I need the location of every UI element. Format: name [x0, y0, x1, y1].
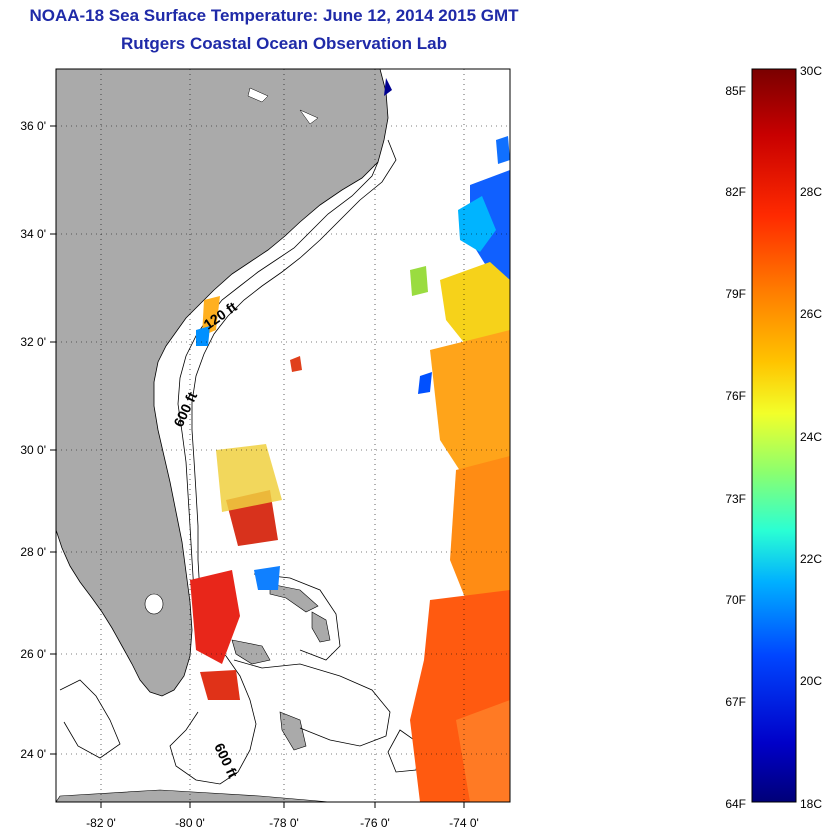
c-label: 22C: [800, 552, 822, 566]
bahamas-island: [279, 711, 307, 751]
lat-label: 24 0': [20, 747, 46, 761]
latitude-labels: 36 0' 34 0' 32 0' 30 0' 28 0' 26 0' 24 0…: [20, 119, 46, 761]
bahamas-island: [311, 611, 331, 643]
f-label: 76F: [725, 389, 746, 403]
lat-label: 34 0': [20, 227, 46, 241]
map-title: NOAA-18 Sea Surface Temperature: June 12…: [29, 6, 519, 25]
longitude-labels: -82 0' -80 0' -78 0' -76 0' -74 0': [86, 816, 479, 830]
axis-ticks: [50, 125, 465, 808]
cuba-coast: [56, 789, 331, 802]
f-label: 79F: [725, 287, 746, 301]
inland-water: [247, 87, 269, 103]
c-label: 28C: [800, 185, 822, 199]
c-label: 30C: [800, 64, 822, 78]
c-label: 20C: [800, 674, 822, 688]
c-label: 18C: [800, 797, 822, 811]
sst-swaths: [190, 78, 510, 802]
lat-label: 26 0': [20, 647, 46, 661]
lon-label: -78 0': [269, 816, 299, 830]
lat-label: 36 0': [20, 119, 46, 133]
map-border: [55, 68, 511, 803]
lat-label: 28 0': [20, 545, 46, 559]
c-label: 26C: [800, 307, 822, 321]
graticule: [56, 69, 510, 802]
f-label: 85F: [725, 84, 746, 98]
lon-label: -74 0': [449, 816, 479, 830]
bahamas-island: [269, 583, 319, 613]
lon-label: -82 0': [86, 816, 116, 830]
colorbar-f-labels: 85F 82F 79F 76F 73F 70F 67F 64F: [725, 84, 746, 811]
bahamas-island: [231, 639, 271, 665]
colorbar: [751, 68, 797, 803]
c-label: 24C: [800, 430, 822, 444]
inland-water: [299, 109, 319, 125]
map-subtitle: Rutgers Coastal Ocean Observation Lab: [121, 34, 447, 53]
f-label: 64F: [725, 797, 746, 811]
bathymetry-contours: [59, 139, 421, 785]
lon-label: -80 0': [175, 816, 205, 830]
f-label: 70F: [725, 593, 746, 607]
land-mass: [56, 69, 389, 697]
f-label: 82F: [725, 185, 746, 199]
lake-okeechobee: [144, 593, 164, 615]
f-label: 67F: [725, 695, 746, 709]
lat-label: 30 0': [20, 443, 46, 457]
lat-label: 32 0': [20, 335, 46, 349]
colorbar-c-labels: 30C 28C 26C 24C 22C 20C 18C: [800, 64, 822, 811]
f-label: 73F: [725, 492, 746, 506]
lon-label: -76 0': [360, 816, 390, 830]
